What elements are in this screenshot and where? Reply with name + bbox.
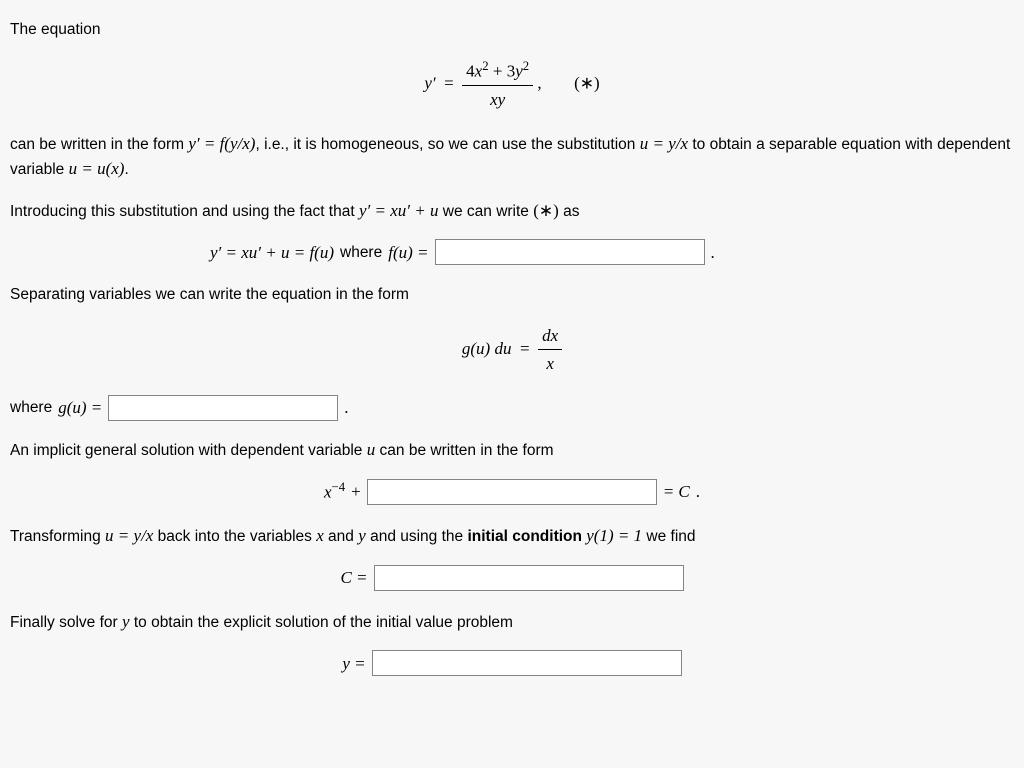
x-neg4: x−4 bbox=[324, 478, 345, 505]
c-label: C = bbox=[340, 565, 367, 591]
equals-c: = C bbox=[663, 479, 690, 505]
input-y[interactable] bbox=[372, 650, 682, 676]
paragraph-separating: Separating variables we can write the eq… bbox=[10, 283, 1014, 306]
input-c[interactable] bbox=[374, 565, 684, 591]
paragraph-substitution: Introducing this substitution and using … bbox=[10, 198, 1014, 224]
where-label: where bbox=[10, 396, 52, 419]
intro-text: The equation bbox=[10, 18, 1014, 41]
equation-fu-row: y′ = xu′ + u = f(u) where f(u) = . bbox=[10, 239, 1014, 265]
paragraph-transform: Transforming u = y/x back into the varia… bbox=[10, 523, 1014, 549]
input-implicit[interactable] bbox=[367, 479, 657, 505]
paragraph-final: Finally solve for y to obtain the explic… bbox=[10, 609, 1014, 635]
equation-gu: g(u) du = dx x bbox=[10, 323, 1014, 377]
input-gu[interactable] bbox=[108, 395, 338, 421]
paragraph-form: can be written in the form y′ = f(y/x), … bbox=[10, 131, 1014, 182]
period-2: . bbox=[344, 395, 348, 421]
equation-main: y′ = 4x2 + 3y2 xy , (∗) bbox=[10, 57, 1014, 113]
y-label: y = bbox=[342, 651, 365, 677]
input-fu[interactable] bbox=[435, 239, 705, 265]
paragraph-implicit: An implicit general solution with depend… bbox=[10, 437, 1014, 463]
period-3: . bbox=[696, 479, 700, 505]
equation-y-row: y = bbox=[10, 650, 1014, 676]
gu-label: g(u) = bbox=[58, 395, 102, 421]
equation-c-row: C = bbox=[10, 565, 1014, 591]
where-text: where bbox=[340, 241, 382, 264]
plus-sign: + bbox=[351, 479, 361, 505]
gu-input-row: where g(u) = . bbox=[10, 395, 1014, 421]
equation-implicit-row: x−4 + = C. bbox=[10, 478, 1014, 505]
period-1: . bbox=[711, 240, 715, 266]
equation-fu-lhs: y′ = xu′ + u = f(u) bbox=[210, 240, 334, 266]
equation-fu-label: f(u) = bbox=[388, 240, 428, 266]
